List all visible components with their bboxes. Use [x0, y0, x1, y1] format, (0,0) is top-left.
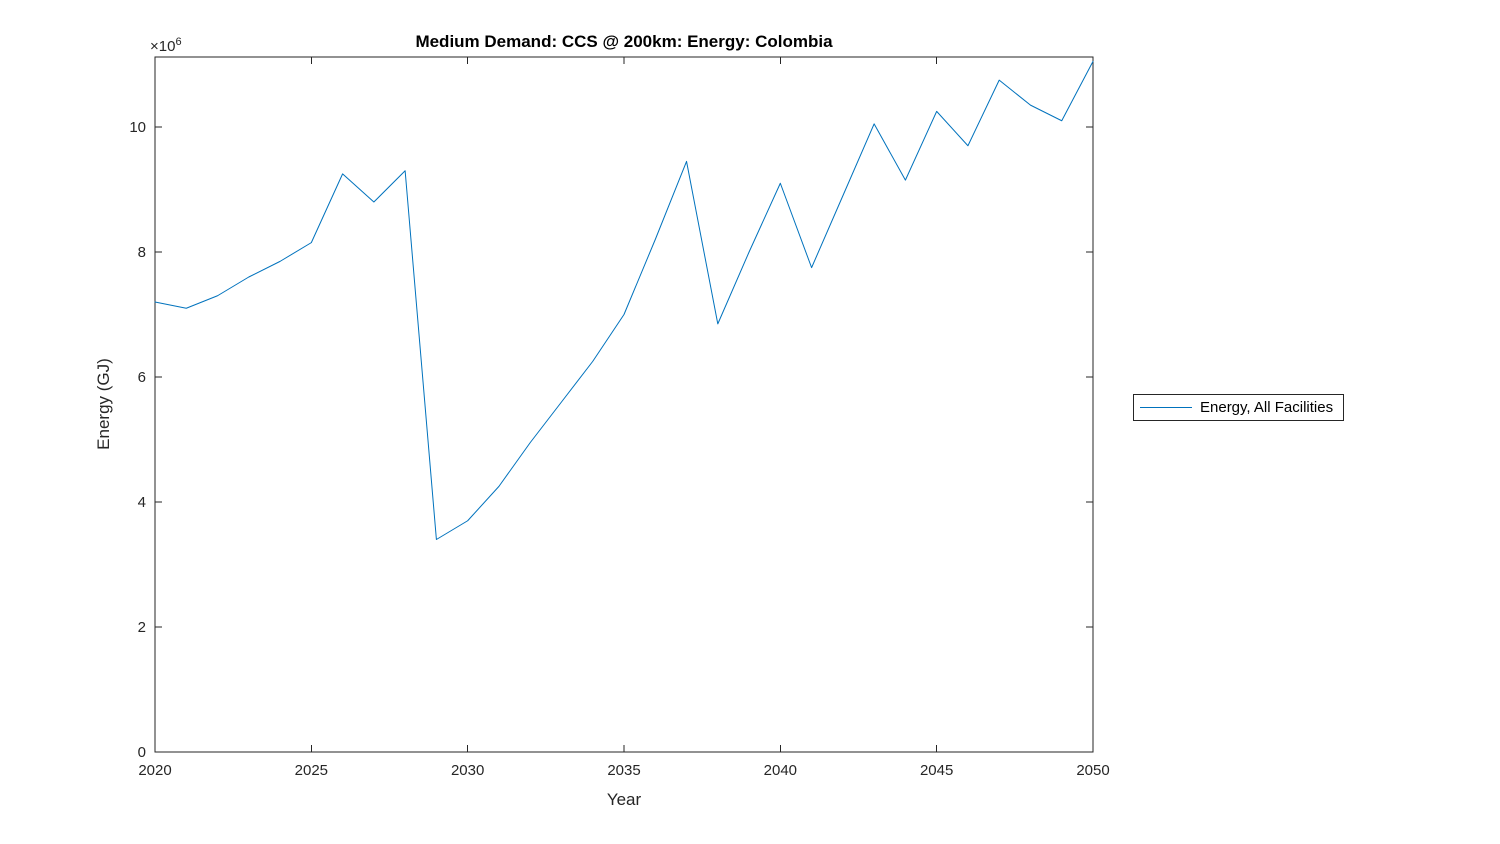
x-tick-label: 2025: [295, 762, 328, 779]
y-tick-label: 8: [138, 244, 146, 261]
y-axis-label: Energy (GJ): [94, 358, 113, 450]
x-tick-label: 2040: [764, 762, 797, 779]
y-tick-label: 4: [138, 494, 146, 511]
y-tick-label: 0: [138, 744, 146, 761]
y-tick-label: 6: [138, 369, 146, 386]
x-axis-label: Year: [606, 790, 642, 809]
legend-line-sample: [1140, 407, 1192, 408]
legend[interactable]: Energy, All Facilities: [1133, 394, 1345, 421]
x-tick-label: 2030: [451, 762, 484, 779]
legend-label: Energy, All Facilities: [1200, 399, 1334, 416]
y-tick-label: 10: [129, 119, 146, 136]
x-tick-label: 2050: [1076, 762, 1109, 779]
x-tick-label: 2020: [138, 762, 171, 779]
x-tick-label: 2035: [607, 762, 640, 779]
y-axis-multiplier-exponent: 6: [175, 36, 182, 48]
y-axis-multiplier: ×106: [150, 36, 182, 55]
chart-title: Medium Demand: CCS @ 200km: Energy: Colo…: [415, 32, 833, 51]
x-tick-label: 2045: [920, 762, 953, 779]
axis-box: [154, 56, 1094, 753]
energy-line: [154, 60, 1094, 540]
y-axis-multiplier-base: ×10: [150, 38, 176, 55]
y-tick-label: 2: [138, 619, 146, 636]
